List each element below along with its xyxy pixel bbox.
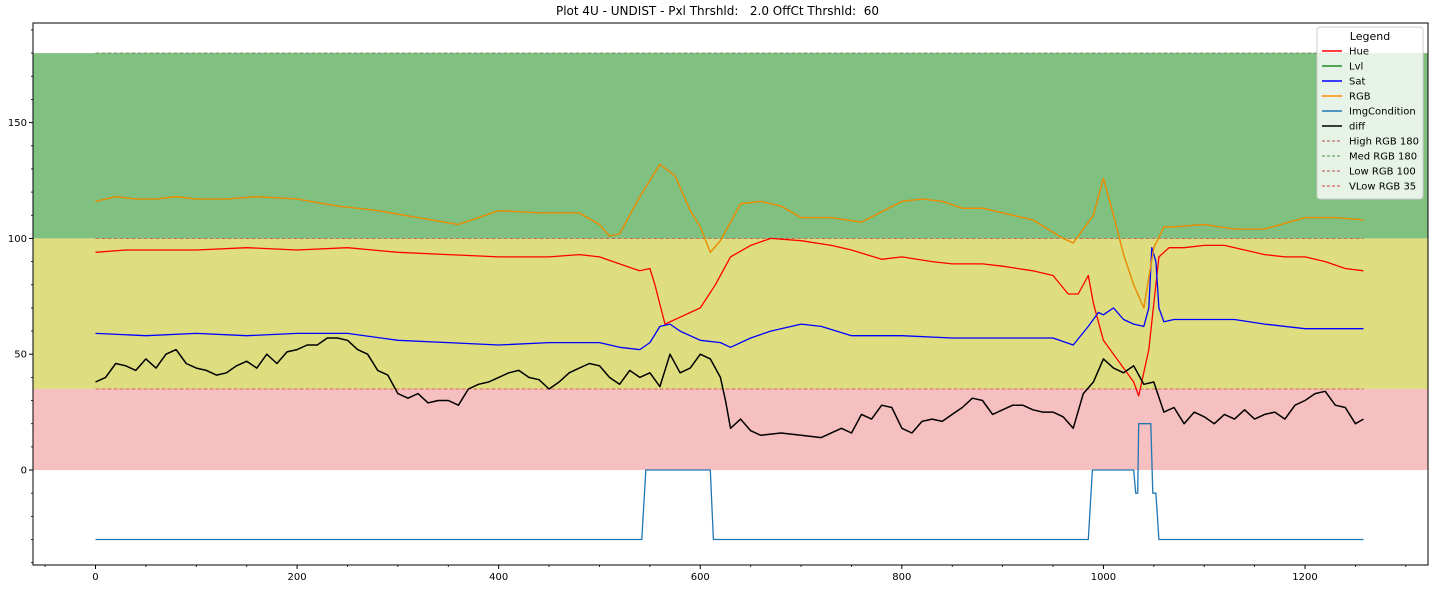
chart-title: Plot 4U - UNDIST - Pxl Thrshld: 2.0 OffC… bbox=[555, 4, 880, 18]
y-tick-label: 100 bbox=[8, 234, 27, 245]
legend-label-lvl: Lvl bbox=[1349, 62, 1363, 73]
x-tick-label: 1200 bbox=[1292, 572, 1317, 583]
legend-label-low-rgb-100: Low RGB 100 bbox=[1349, 167, 1416, 178]
x-tick-label: 200 bbox=[288, 572, 307, 583]
x-tick-label: 600 bbox=[691, 572, 710, 583]
series-hue bbox=[95, 237, 1364, 397]
series-rgb bbox=[95, 163, 1364, 309]
legend-label-vlow-rgb-35: VLow RGB 35 bbox=[1349, 182, 1416, 193]
x-tick-label: 0 bbox=[92, 572, 98, 583]
legend-title: Legend bbox=[1350, 30, 1390, 43]
plot-frame bbox=[32, 22, 1429, 566]
band-1 bbox=[33, 238, 1428, 389]
series-lines bbox=[95, 163, 1364, 541]
band-0 bbox=[33, 53, 1428, 239]
legend-label-med-rgb-180: Med RGB 180 bbox=[1349, 152, 1417, 163]
series-sat bbox=[95, 247, 1364, 351]
legend: Legend Hue Lvl Sat RGB ImgCondition diff High R… bbox=[1316, 26, 1424, 200]
legend-label-rgb: RGB bbox=[1349, 92, 1371, 103]
y-tick-label: 0 bbox=[21, 466, 27, 477]
band-2 bbox=[33, 388, 1428, 471]
x-tick-label: 400 bbox=[489, 572, 508, 583]
axes: 0 200 400 600 800 1000 1200 0 50 100 150 bbox=[8, 29, 1407, 583]
legend-label-imgcondition: ImgCondition bbox=[1349, 107, 1416, 118]
threshold-bands bbox=[33, 53, 1428, 471]
x-tick-label: 800 bbox=[892, 572, 911, 583]
series-diff bbox=[95, 337, 1364, 439]
legend-label-diff: diff bbox=[1349, 122, 1366, 133]
legend-box bbox=[1316, 26, 1424, 200]
legend-label-hue: Hue bbox=[1349, 47, 1369, 58]
threshold-lines bbox=[95, 52, 1364, 390]
legend-label-sat: Sat bbox=[1349, 77, 1365, 88]
series-imgcondition bbox=[95, 423, 1364, 541]
x-tick-label: 1000 bbox=[1091, 572, 1116, 583]
y-tick-label: 50 bbox=[14, 350, 27, 361]
legend-label-high-rgb-180: High RGB 180 bbox=[1349, 137, 1419, 148]
y-tick-label: 150 bbox=[8, 118, 27, 129]
